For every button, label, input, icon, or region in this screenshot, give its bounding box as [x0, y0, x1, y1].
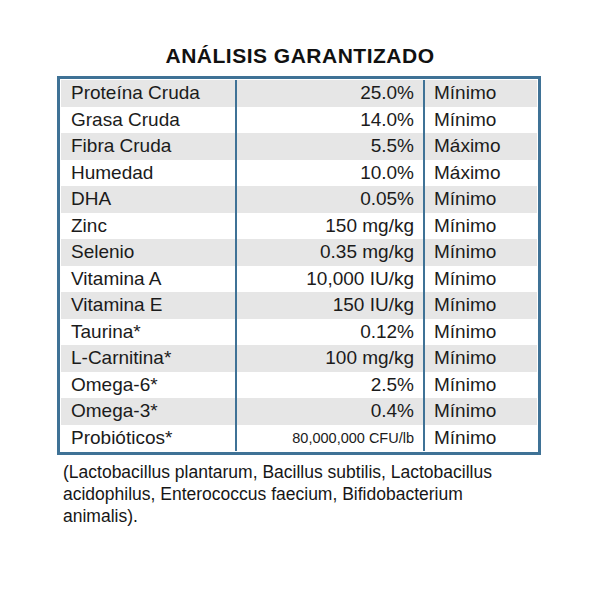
nutrient-name-cell: Proteína Cruda: [61, 80, 235, 107]
nutrient-qualifier-cell: Mínimo: [425, 213, 537, 240]
nutrient-qualifier-cell: Mínimo: [425, 239, 537, 266]
nutrient-name-cell: Vitamina E: [61, 292, 235, 319]
nutrient-name-cell: Fibra Cruda: [61, 133, 235, 160]
nutrient-value-cell: 5.5%: [235, 133, 425, 160]
nutrient-value-cell: 0.4%: [235, 398, 425, 425]
nutrient-value-cell: 10.0%: [235, 160, 425, 187]
nutrient-qualifier-cell: Mínimo: [425, 398, 537, 425]
table-row: Proteína Cruda25.0%Mínimo: [61, 80, 537, 107]
nutrient-qualifier-cell: Mínimo: [425, 425, 537, 452]
nutrient-name-cell: Probióticos*: [61, 425, 235, 452]
nutrient-qualifier-cell: Mínimo: [425, 292, 537, 319]
nutrient-qualifier-cell: Mínimo: [425, 266, 537, 293]
nutrient-name-cell: Selenio: [61, 239, 235, 266]
nutrient-qualifier-cell: Máximo: [425, 160, 537, 187]
nutrient-value-cell: 0.35 mg/kg: [235, 239, 425, 266]
nutrient-name-cell: Omega-6*: [61, 372, 235, 399]
nutrient-qualifier-cell: Mínimo: [425, 372, 537, 399]
nutrient-qualifier-cell: Mínimo: [425, 107, 537, 134]
nutrient-value-cell: 2.5%: [235, 372, 425, 399]
table-row: Zinc150 mg/kgMínimo: [61, 213, 537, 240]
nutrient-name-cell: DHA: [61, 186, 235, 213]
nutrient-name-cell: Omega-3*: [61, 398, 235, 425]
table-row: Omega-3*0.4%Mínimo: [61, 398, 537, 425]
table-row: Vitamina A10,000 IU/kgMínimo: [61, 266, 537, 293]
nutrient-value-cell: 10,000 IU/kg: [235, 266, 425, 293]
table-row: Omega-6*2.5%Mínimo: [61, 372, 537, 399]
nutrient-value-cell: 0.05%: [235, 186, 425, 213]
nutrient-value-cell: 100 mg/kg: [235, 345, 425, 372]
nutrient-value-cell: 14.0%: [235, 107, 425, 134]
table-row: L-Carnitina*100 mg/kgMínimo: [61, 345, 537, 372]
table-row: Selenio0.35 mg/kgMínimo: [61, 239, 537, 266]
nutrient-name-cell: Vitamina A: [61, 266, 235, 293]
nutrient-qualifier-cell: Máximo: [425, 133, 537, 160]
nutrient-name-cell: Humedad: [61, 160, 235, 187]
nutrient-qualifier-cell: Mínimo: [425, 186, 537, 213]
nutrient-value-cell: 150 IU/kg: [235, 292, 425, 319]
nutrient-qualifier-cell: Mínimo: [425, 319, 537, 346]
nutrient-value-cell: 25.0%: [235, 80, 425, 107]
nutrient-name-cell: L-Carnitina*: [61, 345, 235, 372]
nutrient-qualifier-cell: Mínimo: [425, 345, 537, 372]
table-row: Grasa Cruda14.0%Mínimo: [61, 107, 537, 134]
table-row: Probióticos*80,000,000 CFU/lbMínimo: [61, 425, 537, 452]
nutrient-name-cell: Zinc: [61, 213, 235, 240]
nutrient-name-cell: Grasa Cruda: [61, 107, 235, 134]
table-row: Vitamina E150 IU/kgMínimo: [61, 292, 537, 319]
nutrient-value-cell: 80,000,000 CFU/lb: [235, 425, 425, 452]
table-row: Fibra Cruda5.5%Máximo: [61, 133, 537, 160]
nutrient-name-cell: Taurina*: [61, 319, 235, 346]
nutrient-qualifier-cell: Mínimo: [425, 80, 537, 107]
nutrient-value-cell: 0.12%: [235, 319, 425, 346]
nutrient-value-cell: 150 mg/kg: [235, 213, 425, 240]
table-row: DHA0.05%Mínimo: [61, 186, 537, 213]
probiotics-footnote: (Lactobacillus plantarum, Bacillus subti…: [63, 461, 541, 527]
guaranteed-analysis-table: Proteína Cruda25.0%MínimoGrasa Cruda14.0…: [57, 76, 541, 455]
page-title: ANÁLISIS GARANTIZADO: [0, 44, 600, 68]
table-row: Humedad10.0%Máximo: [61, 160, 537, 187]
table-row: Taurina*0.12%Mínimo: [61, 319, 537, 346]
